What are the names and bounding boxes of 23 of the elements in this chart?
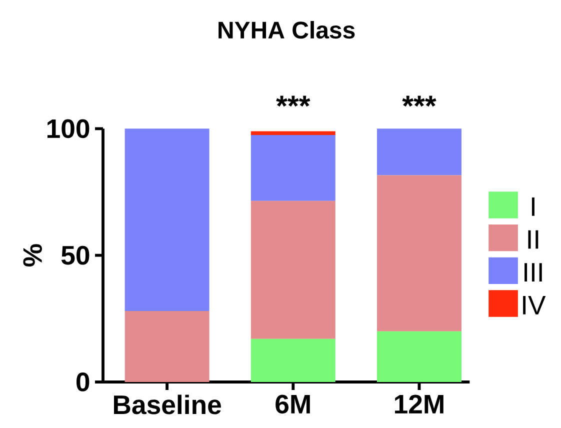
bar — [250, 200, 336, 339]
bar — [250, 134, 336, 201]
text: *** — [276, 96, 310, 107]
x-tick-label: 6M — [276, 394, 310, 414]
y-axis-title: % — [23, 244, 42, 267]
bar — [124, 311, 210, 382]
legend-label: III — [524, 263, 542, 282]
y-tick-label: 50 — [61, 246, 90, 265]
bar — [250, 131, 336, 135]
bar — [376, 128, 462, 176]
legend-label: I — [532, 197, 534, 216]
y-tick-label: 0 — [76, 372, 90, 392]
x-tick-label: Baseline — [114, 394, 221, 414]
x-tick-label: 12M — [394, 394, 444, 414]
y-tick-label: 100 — [47, 119, 90, 138]
bar — [124, 128, 210, 312]
legend-label: IV — [523, 296, 546, 314]
text: *** — [402, 96, 436, 107]
chart-title: NYHA Class — [218, 20, 355, 39]
bar — [376, 175, 462, 332]
bar — [376, 331, 462, 382]
bar — [250, 338, 336, 382]
legend-label: II — [528, 230, 538, 249]
